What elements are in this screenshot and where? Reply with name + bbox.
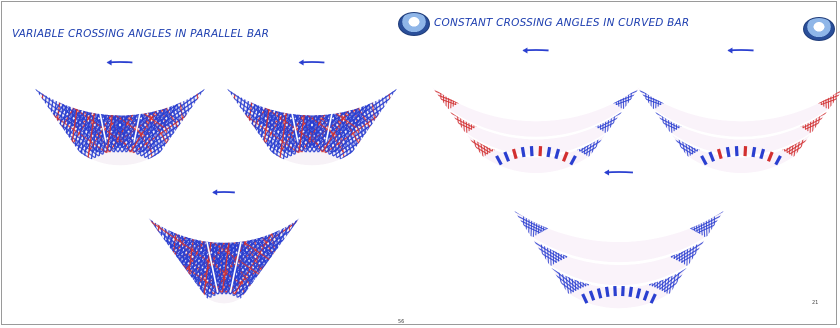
- page-number-right: 21: [812, 300, 819, 306]
- rotation-arrow-icon: [727, 47, 754, 54]
- curved-bar-fan-1: [432, 87, 640, 174]
- rotation-arrow-icon: [604, 169, 634, 176]
- page-number-left: 56: [398, 319, 405, 325]
- curved-bar-fan-3: [514, 210, 724, 309]
- title-variable-crossing: VARIABLE CROSSING ANGLES IN PARALLEL BAR: [12, 28, 270, 40]
- rotation-arrow-icon: [522, 47, 549, 54]
- title-constant-crossing: CONSTANT CROSSING ANGLES IN CURVED BAR: [434, 17, 690, 29]
- rotation-arrow-icon: [298, 59, 325, 66]
- rotation-arrow-icon: [106, 59, 133, 66]
- parallel-bar-fan-2: [227, 88, 397, 166]
- rotation-arrow-icon: [212, 189, 235, 196]
- curved-bar-fan-2: [637, 87, 840, 174]
- parallel-bar-fan-3: [148, 218, 300, 304]
- university-logo-icon: [803, 17, 835, 41]
- university-logo-icon: [398, 12, 430, 36]
- parallel-bar-fan-1: [35, 88, 205, 166]
